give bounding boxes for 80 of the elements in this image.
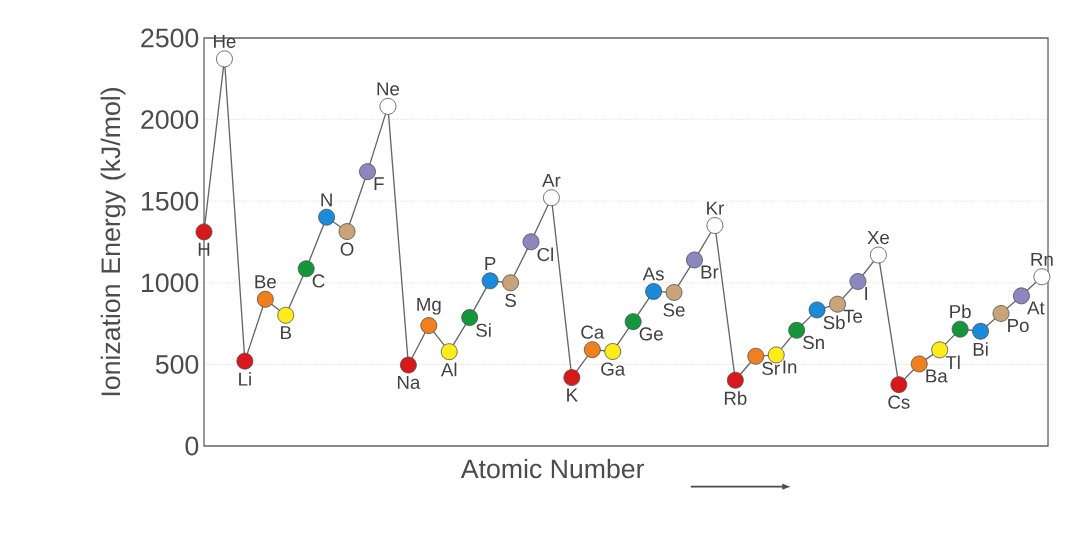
point — [563, 369, 581, 387]
point — [481, 272, 499, 290]
point — [216, 50, 233, 68]
annotation: S — [505, 293, 516, 307]
annotation: Be — [255, 275, 276, 289]
y-tick-label: 0 — [185, 436, 199, 456]
point — [665, 284, 683, 301]
point — [277, 306, 295, 324]
y-axis-title: Ionization Energy (kJ/mol) — [100, 88, 126, 396]
point — [318, 208, 336, 226]
point — [686, 251, 703, 269]
annotation: Ne — [377, 82, 400, 96]
point — [543, 189, 560, 207]
annotation: B — [281, 326, 291, 340]
point — [951, 320, 969, 338]
annotation: Tl — [945, 355, 960, 369]
annotation: Po — [1008, 319, 1029, 333]
point — [972, 322, 989, 340]
annotation: Mg — [417, 297, 441, 315]
annotation: Ga — [601, 362, 626, 376]
annotation: I — [865, 287, 868, 300]
point — [502, 274, 519, 292]
point — [359, 163, 376, 181]
point — [992, 305, 1010, 322]
point — [706, 217, 724, 234]
annotation: At — [1027, 301, 1045, 315]
point — [338, 223, 356, 240]
annotation: Sr — [762, 361, 780, 376]
annotation: Bi — [973, 342, 988, 356]
point — [910, 355, 928, 373]
annotation: Si — [476, 323, 491, 337]
point — [420, 317, 438, 334]
annotation: Kr — [707, 201, 724, 215]
annotation: Sb — [823, 315, 845, 330]
annotation: Li — [239, 372, 251, 386]
point — [236, 352, 254, 370]
annotation: Se — [663, 303, 685, 317]
annotation: K — [567, 388, 578, 402]
annotation: P — [485, 257, 496, 270]
annotation: Al — [440, 362, 457, 377]
point — [256, 290, 274, 308]
point — [726, 371, 744, 389]
annotation: F — [374, 177, 384, 191]
point — [379, 97, 397, 115]
annotation: Rn — [1031, 252, 1053, 266]
annotation: C — [312, 274, 325, 288]
point — [440, 343, 458, 361]
annotation: Ba — [926, 369, 948, 383]
annotation: Rb — [724, 391, 747, 405]
annotation: O — [340, 242, 354, 256]
annotation: H — [198, 242, 210, 256]
annotation: Br — [701, 265, 719, 279]
y-tick-label: 2500 — [141, 28, 199, 48]
annotation: Cs — [888, 395, 910, 409]
x-axis-title: Atomic Number — [460, 458, 645, 479]
y-tick-label: 1500 — [142, 191, 199, 211]
point — [869, 246, 887, 264]
point — [195, 223, 213, 241]
point — [890, 376, 908, 394]
y-tick-label: 1000 — [142, 273, 199, 293]
annotation: N — [321, 193, 332, 207]
annotation: In — [783, 360, 797, 374]
annotation: Ca — [581, 325, 605, 339]
annotation: Sn — [803, 335, 824, 350]
annotation: As — [642, 267, 664, 281]
annotation: Cl — [537, 247, 553, 262]
annotation: Ar — [542, 174, 561, 187]
point — [604, 343, 622, 360]
point — [1033, 268, 1051, 286]
point — [645, 283, 662, 300]
point — [583, 341, 601, 359]
annotation: Pb — [950, 304, 971, 319]
y-tick-label: 500 — [155, 354, 199, 374]
point — [849, 273, 867, 290]
annotation: Na — [397, 375, 421, 390]
annotation: Te — [843, 309, 863, 323]
annotation: Xe — [867, 231, 889, 245]
y-tick-label: 2000 — [141, 110, 199, 130]
point — [399, 356, 417, 374]
annotation: Ge — [639, 327, 663, 341]
